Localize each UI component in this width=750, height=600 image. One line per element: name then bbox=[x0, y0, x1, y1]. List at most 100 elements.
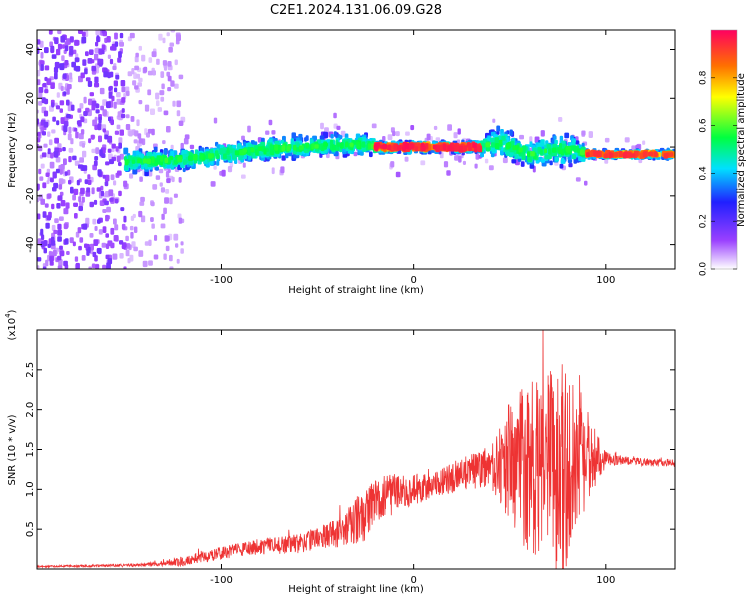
spectrogram-cell bbox=[371, 123, 377, 129]
spectrogram-cell bbox=[173, 233, 179, 241]
spectrogram-cell bbox=[72, 241, 76, 247]
spectrogram-x-tick-label: 100 bbox=[596, 275, 615, 286]
spectrogram-cell bbox=[130, 116, 135, 122]
spectrogram-cell bbox=[160, 96, 165, 102]
spectrogram-cell bbox=[180, 241, 184, 246]
spectrogram-cell bbox=[160, 187, 165, 193]
spectrogram-cell bbox=[501, 135, 506, 141]
colorbar-frame bbox=[710, 29, 738, 270]
spectrogram-cell bbox=[51, 54, 57, 59]
spectrogram-cell bbox=[54, 61, 60, 69]
spectrogram-cell bbox=[564, 132, 570, 139]
spectrogram-cell bbox=[527, 156, 532, 162]
spectrogram-cell bbox=[77, 120, 82, 127]
spectrogram-cell bbox=[234, 150, 240, 156]
spectrogram-cell bbox=[57, 143, 62, 149]
spectrogram-cell bbox=[98, 116, 102, 124]
spectrogram-cell bbox=[56, 92, 60, 98]
spectrogram-cell bbox=[166, 32, 170, 37]
spectrogram-cell bbox=[121, 223, 126, 230]
spectrogram-cell bbox=[89, 92, 94, 97]
spectrogram-cell bbox=[110, 119, 114, 126]
spectrogram-cell bbox=[59, 108, 63, 113]
spectrogram-cell bbox=[51, 129, 56, 134]
spectrogram-cell bbox=[47, 193, 52, 199]
colorbar-tick-label: 0.4 bbox=[699, 166, 709, 181]
spectrogram-cell bbox=[485, 142, 491, 148]
spectrogram-cell bbox=[169, 197, 173, 205]
spectrogram-cell bbox=[417, 143, 421, 149]
spectrogram-cell bbox=[221, 169, 226, 177]
colorbar-tick-label: 0.2 bbox=[699, 214, 709, 228]
spectrogram-cell bbox=[89, 243, 94, 251]
spectrogram-cell bbox=[119, 253, 124, 259]
spectrogram-cell bbox=[103, 71, 109, 78]
spectrogram-cell bbox=[522, 153, 526, 160]
spectrogram-cell bbox=[475, 153, 480, 160]
spectrogram-cell bbox=[86, 249, 90, 256]
spectrogram-cell bbox=[193, 153, 198, 161]
spectrogram-cell bbox=[99, 149, 103, 156]
spectrogram-cell bbox=[102, 99, 107, 106]
spectrogram-cell bbox=[468, 146, 472, 152]
spectrogram-cell bbox=[79, 237, 84, 243]
spectrogram-cell bbox=[164, 157, 169, 164]
spectrogram-cell bbox=[85, 51, 89, 57]
spectrogram-cell bbox=[54, 37, 59, 45]
spectrogram-cell bbox=[163, 253, 167, 260]
spectrogram-cell bbox=[142, 260, 148, 268]
spectrogram-cell bbox=[529, 136, 533, 143]
spectrogram-cell bbox=[78, 196, 82, 203]
spectrogram-cell bbox=[159, 90, 165, 96]
spectrogram-cell bbox=[123, 266, 127, 269]
spectrogram-cell bbox=[177, 213, 182, 219]
spectrogram-cell bbox=[160, 223, 166, 229]
spectrogram-cell bbox=[129, 173, 134, 179]
spectrogram-cell bbox=[120, 80, 126, 87]
spectrogram-cell bbox=[135, 52, 139, 58]
spectrogram-cell bbox=[293, 144, 297, 151]
spectrogram-cell bbox=[102, 109, 107, 117]
spectrogram-cell bbox=[227, 166, 233, 173]
spectrogram-cell bbox=[123, 215, 127, 223]
spectrogram-cell bbox=[182, 159, 187, 165]
spectrogram-cell bbox=[132, 150, 137, 157]
spectrogram-cell bbox=[80, 187, 85, 195]
spectrogram-cell bbox=[229, 148, 233, 154]
spectrogram-cell bbox=[85, 77, 91, 82]
spectrogram-cell bbox=[160, 156, 164, 162]
colorbar: 0.0 0.2 0.4 0.6 0.8 Normalized spectral ampl… bbox=[699, 29, 747, 276]
spectrogram-cell bbox=[219, 148, 224, 154]
spectrogram-cell bbox=[167, 61, 172, 67]
spectrogram-cell bbox=[539, 149, 543, 155]
spectrogram-cell bbox=[151, 223, 155, 229]
spectrogram-cell bbox=[94, 156, 99, 161]
spectrogram-cell bbox=[208, 153, 213, 159]
spectrogram-cell bbox=[74, 39, 79, 46]
spectrogram-cell bbox=[63, 121, 69, 127]
spectrogram-cell bbox=[49, 161, 55, 169]
spectrogram-cell bbox=[624, 137, 630, 143]
spectrogram-cell bbox=[160, 71, 165, 78]
spectrogram-cell bbox=[73, 202, 78, 207]
spectrogram-cell bbox=[269, 144, 273, 150]
spectrogram-cell bbox=[169, 266, 174, 269]
spectrogram-cell bbox=[108, 189, 114, 197]
spectrogram-cell bbox=[43, 110, 49, 117]
spectrogram-cell bbox=[163, 149, 167, 156]
snr-x-tick-label: -100 bbox=[210, 575, 233, 586]
spectrogram-cell bbox=[180, 142, 184, 150]
spectrogram-cell bbox=[271, 167, 275, 175]
spectrogram-cell bbox=[37, 70, 41, 77]
spectrogram-cell bbox=[119, 41, 124, 47]
spectrogram-cell bbox=[165, 245, 170, 252]
spectrogram-cell bbox=[500, 149, 504, 156]
spectrogram-cell bbox=[362, 136, 366, 143]
spectrogram-cell bbox=[50, 152, 54, 159]
spectrogram-cell bbox=[52, 171, 57, 179]
spectrogram-cell bbox=[53, 182, 59, 189]
spectrogram-cell bbox=[241, 135, 245, 141]
spectrogram-x-tick-label: -100 bbox=[210, 275, 233, 286]
spectrogram-cell bbox=[129, 225, 134, 231]
spectrogram-cell bbox=[44, 203, 49, 208]
